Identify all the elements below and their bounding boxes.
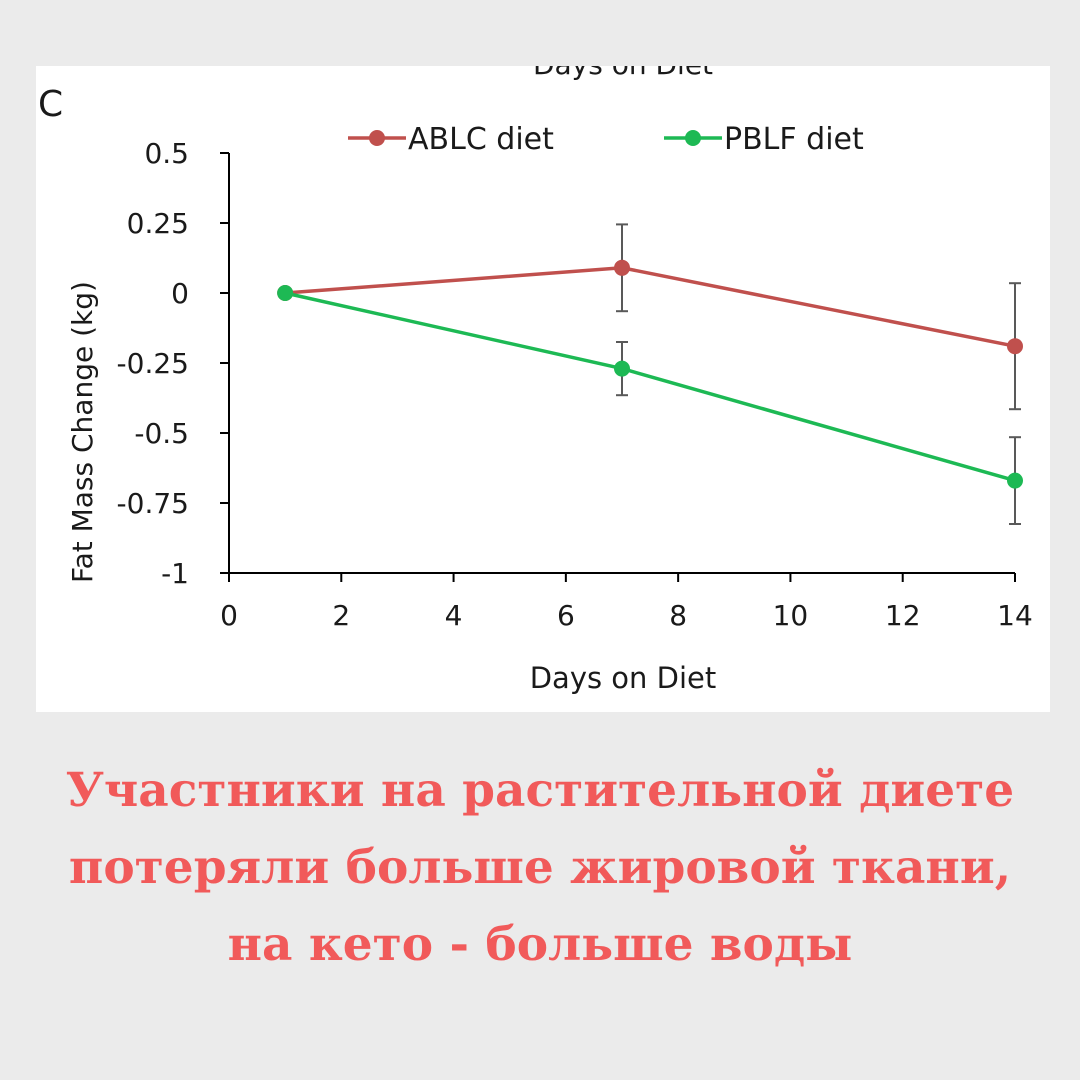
- legend-label: PBLF diet: [724, 122, 864, 157]
- chart-figure: Days on Diet C ABLC diet PBLF diet 0.5 0.2…: [36, 66, 1050, 712]
- y-tick-label: 0: [171, 277, 189, 310]
- x-tick-label: 8: [669, 599, 687, 632]
- series-line: [285, 266, 1016, 348]
- legend-label: ABLC diet: [408, 122, 554, 157]
- x-axis: 0 2 4 6 8 10 12 14: [220, 572, 1033, 632]
- data-point: [1007, 472, 1023, 489]
- y-tick-label: -0.25: [117, 347, 189, 380]
- y-tick-label: -0.75: [117, 487, 189, 520]
- x-tick-label: 6: [557, 599, 575, 632]
- caption-line: Участники на растительной диете: [65, 763, 1015, 818]
- data-point: [614, 360, 630, 377]
- caption: Участники на растительной диете потеряли…: [0, 752, 1080, 983]
- x-tick-label: 4: [445, 599, 463, 632]
- y-tick-label: -1: [161, 557, 189, 590]
- fat-mass-chart: Days on Diet C ABLC diet PBLF diet 0.5 0.2…: [38, 66, 1033, 695]
- y-tick-label: 0.5: [144, 137, 189, 170]
- y-axis: 0.5 0.25 0 -0.25 -0.5 -0.75 -1: [117, 137, 230, 590]
- y-tick-label: 0.25: [127, 207, 189, 240]
- data-point: [1007, 338, 1023, 355]
- legend-marker: [369, 130, 385, 146]
- panel-label: C: [38, 84, 63, 125]
- x-axis-label: Days on Diet: [530, 661, 717, 695]
- legend-marker: [685, 130, 701, 146]
- data-point: [614, 259, 630, 276]
- caption-line: потеряли больше жировой ткани,: [68, 840, 1012, 895]
- y-tick-label: -0.5: [134, 417, 189, 450]
- y-axis-label: Fat Mass Change (kg): [66, 281, 99, 583]
- data-point: [277, 285, 294, 301]
- chart-top-label: Days on Diet: [533, 66, 713, 81]
- plot-area: [277, 223, 1023, 525]
- x-tick-label: 14: [997, 599, 1033, 632]
- series-line: [284, 291, 1016, 483]
- x-tick-label: 10: [773, 599, 809, 632]
- legend: ABLC diet PBLF diet: [348, 122, 864, 157]
- x-tick-label: 2: [332, 599, 350, 632]
- caption-line: на кето - больше воды: [227, 917, 853, 972]
- x-tick-label: 12: [885, 599, 921, 632]
- x-tick-label: 0: [220, 599, 238, 632]
